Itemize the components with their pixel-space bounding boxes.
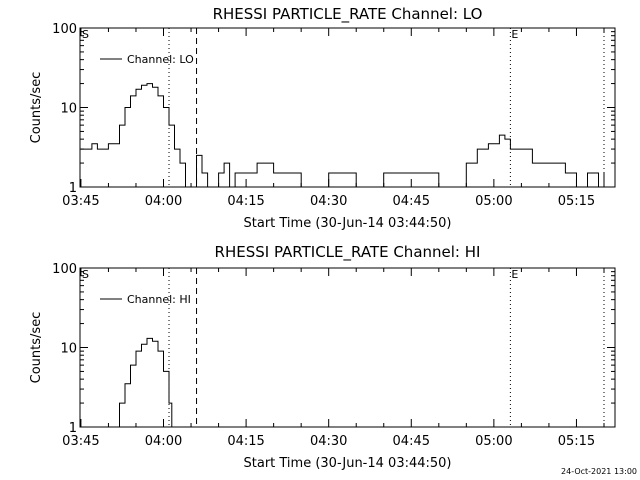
y-tick-label: 100 xyxy=(52,22,77,37)
start-marker-label: S xyxy=(82,268,89,281)
y-axis-label: Counts/sec xyxy=(29,312,44,384)
x-tick-label: 05:15 xyxy=(558,194,595,209)
x-tick-label: 05:15 xyxy=(558,434,595,449)
x-tick-label: 04:15 xyxy=(227,434,264,449)
x-tick-label: 03:45 xyxy=(62,434,99,449)
x-tick-label: 04:15 xyxy=(227,194,264,209)
y-tick-label: 10 xyxy=(60,102,77,117)
chart-title: RHESSI PARTICLE_RATE Channel: LO xyxy=(213,5,483,24)
y-axis-label: Counts/sec xyxy=(29,72,44,144)
x-tick-label: 04:00 xyxy=(145,194,182,209)
y-tick-label: 10 xyxy=(60,342,77,357)
y-tick-label: 1 xyxy=(69,421,77,436)
start-marker-label: S xyxy=(82,28,89,41)
x-tick-label: 04:00 xyxy=(145,434,182,449)
y-tick-label: 1 xyxy=(69,181,77,196)
series-line xyxy=(116,337,173,428)
end-marker-label: E xyxy=(511,268,518,281)
x-tick-label: 04:30 xyxy=(310,194,347,209)
x-axis-label: Start Time (30-Jun-14 03:44:50) xyxy=(244,216,452,231)
end-marker-label: E xyxy=(511,28,518,41)
x-tick-label: 04:45 xyxy=(393,434,430,449)
legend-label: Channel: LO xyxy=(127,53,194,66)
footer-timestamp: 24-Oct-2021 13:00 xyxy=(561,467,637,476)
x-tick-label: 05:00 xyxy=(475,434,512,449)
chart-title: RHESSI PARTICLE_RATE Channel: HI xyxy=(215,243,481,262)
y-tick-label: 100 xyxy=(52,262,77,277)
chart-panel-1: RHESSI PARTICLE_RATE Channel: LO 03:45 04:… xyxy=(29,5,616,231)
chart-panel-2: RHESSI PARTICLE_RATE Channel: HI 03:45 04:… xyxy=(29,243,616,471)
x-axis-label: Start Time (30-Jun-14 03:44:50) xyxy=(244,456,452,471)
x-tick-label: 03:45 xyxy=(62,194,99,209)
x-tick-label: 05:00 xyxy=(475,194,512,209)
x-tick-label: 04:30 xyxy=(310,434,347,449)
legend-label: Channel: HI xyxy=(127,293,191,306)
series-line xyxy=(80,83,605,188)
x-tick-label: 04:45 xyxy=(393,194,430,209)
